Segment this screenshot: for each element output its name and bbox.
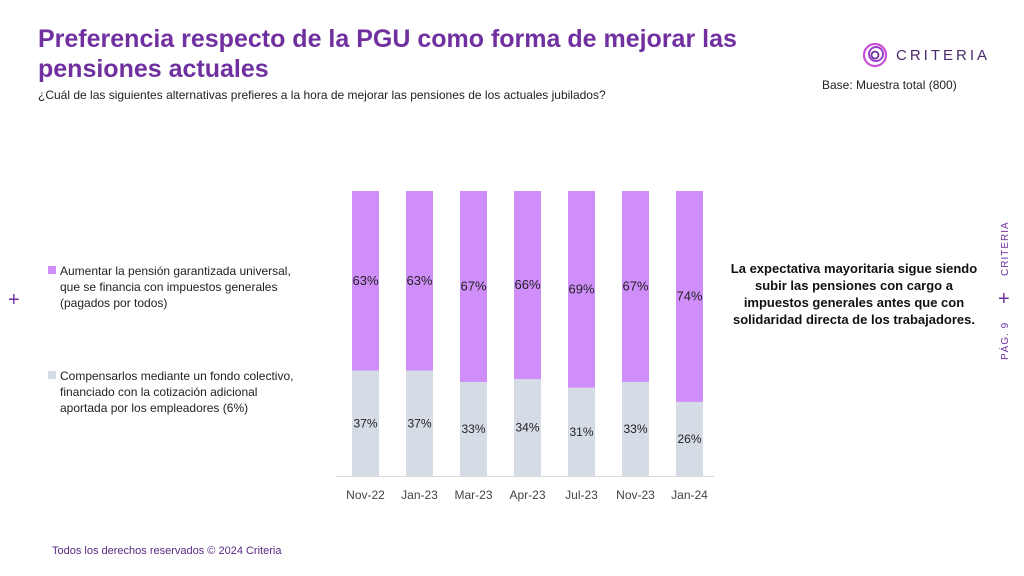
data-label-fondo-jul-23: 31% — [569, 425, 593, 439]
criteria-logo: CRITERIA — [862, 42, 990, 68]
sample-base-note: Base: Muestra total (800) — [822, 78, 957, 92]
data-label-fondo-jan-23: 37% — [407, 416, 431, 430]
legend-label-pgu: Aumentar la pensión garantizada universa… — [60, 264, 291, 310]
x-tick-label-jan-24: Jan-24 — [671, 488, 708, 502]
bar-segment-pgu-nov-22 — [352, 191, 379, 371]
plus-icon-left: + — [8, 289, 20, 311]
page-number: PÁG. 9 — [1000, 321, 1011, 360]
plus-icon-right: + — [998, 288, 1010, 310]
stacked-bar-chart: 37% 63% Nov-22 37% 63% Jan-23 33% 67% Mar-23 34% 6… — [336, 191, 714, 502]
x-tick-label-nov-22: Nov-22 — [346, 488, 385, 502]
side-brand-label: CRITERIA — [1000, 221, 1011, 276]
insight-text: La expectativa mayoritaria sigue siendo … — [730, 261, 978, 327]
bar-segment-fondo-apr-23 — [514, 379, 541, 476]
data-label-pgu-jul-23: 69% — [568, 281, 594, 296]
bar-segment-fondo-jan-23 — [406, 370, 433, 476]
logo-text: CRITERIA — [896, 46, 991, 64]
data-label-pgu-mar-23: 67% — [460, 278, 486, 293]
bar-segment-fondo-mar-23 — [460, 381, 487, 476]
bar-segment-fondo-nov-23 — [622, 381, 649, 476]
bar-segment-pgu-jul-23 — [568, 191, 595, 388]
footer-copyright: Todos los derechos reservados © 2024 Cri… — [52, 545, 282, 557]
legend-label-fondo: Compensarlos mediante un fondo colectivo… — [60, 369, 294, 415]
bar-segment-pgu-apr-23 — [514, 191, 541, 380]
x-tick-label-mar-23: Mar-23 — [454, 488, 492, 502]
data-label-fondo-nov-23: 33% — [623, 422, 647, 436]
data-label-pgu-nov-23: 67% — [622, 278, 648, 293]
bar-segment-pgu-mar-23 — [460, 191, 487, 382]
data-label-pgu-jan-23: 63% — [406, 273, 432, 288]
legend-swatch-gray — [48, 371, 56, 379]
swirl-logo-icon — [862, 42, 888, 68]
data-label-fondo-nov-22: 37% — [353, 416, 377, 430]
x-tick-label-apr-23: Apr-23 — [509, 488, 545, 502]
data-label-pgu-nov-22: 63% — [352, 273, 378, 288]
x-tick-label-jan-23: Jan-23 — [401, 488, 438, 502]
data-label-fondo-apr-23: 34% — [515, 421, 539, 435]
bar-segment-pgu-jan-23 — [406, 191, 433, 371]
page-title: Preferencia respecto de la PGU como form… — [38, 25, 737, 83]
x-tick-label-nov-23: Nov-23 — [616, 488, 655, 502]
bar-segment-fondo-jan-24 — [676, 401, 703, 476]
data-label-fondo-jan-24: 26% — [677, 432, 701, 446]
legend-item-pgu: Aumentar la pensión garantizada universa… — [48, 263, 295, 311]
bar-segment-pgu-nov-23 — [622, 191, 649, 382]
bar-segment-pgu-jan-24 — [676, 191, 703, 402]
data-label-pgu-jan-24: 74% — [676, 288, 702, 303]
legend-item-fondo: Compensarlos mediante un fondo colectivo… — [48, 368, 295, 416]
data-label-fondo-mar-23: 33% — [461, 422, 485, 436]
legend-swatch-purple — [48, 266, 56, 274]
data-label-pgu-apr-23: 66% — [514, 277, 540, 292]
bar-segment-fondo-nov-22 — [352, 370, 379, 476]
bar-segment-fondo-jul-23 — [568, 387, 595, 476]
survey-question: ¿Cuál de las siguientes alternativas pre… — [38, 88, 606, 102]
x-tick-label-jul-23: Jul-23 — [565, 488, 598, 502]
